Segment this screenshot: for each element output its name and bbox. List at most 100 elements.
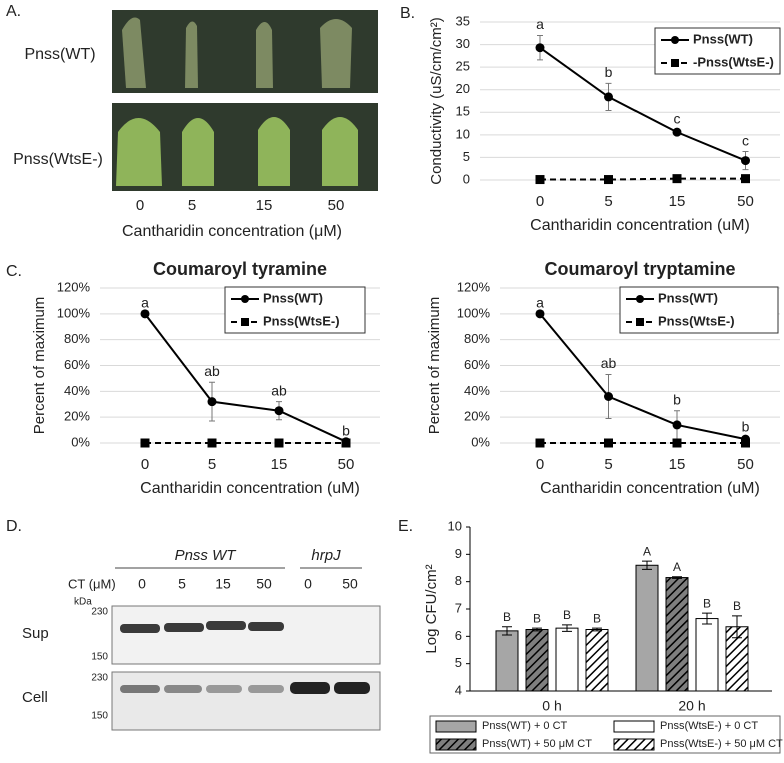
x-tick-label: 5 — [208, 456, 216, 473]
row-label: Pnss(WtsE-) — [13, 151, 103, 168]
legend-marker — [241, 295, 249, 303]
marker — [741, 438, 750, 448]
lane-label: 15 — [215, 576, 231, 592]
x-tick-label: 0 — [536, 456, 544, 473]
x-axis-label: Cantharidin concentration (uM) — [140, 480, 360, 497]
x-tick-label: 0 h — [542, 698, 561, 714]
y-tick-label: 120% — [457, 279, 491, 294]
x-tick-label: 50 — [737, 193, 754, 210]
y-tick-label: 35 — [456, 13, 470, 28]
error-bar — [592, 627, 602, 632]
error-bar — [502, 626, 512, 636]
significance-letter: ab — [271, 382, 287, 398]
bar — [635, 564, 659, 692]
bar — [585, 629, 609, 692]
x-tick-label: 15 — [669, 193, 686, 210]
y-tick-label: 0% — [71, 434, 90, 449]
panel-label: D. — [6, 518, 22, 535]
y-tick-label: 20 — [456, 81, 470, 96]
legend-label: Pnss(WtsE-) + 0 CT — [660, 720, 758, 732]
significance-letter: c — [742, 132, 749, 148]
legend-marker — [636, 318, 644, 326]
marker — [274, 438, 284, 448]
significance-letter: B — [563, 608, 571, 622]
marker — [535, 43, 545, 53]
y-tick-label: 120% — [57, 279, 91, 294]
y-tick-label: 8 — [455, 573, 462, 588]
x-tick-label: 20 h — [678, 698, 705, 714]
panel-label: B. — [400, 5, 415, 22]
marker — [672, 420, 682, 430]
y-tick-label: 7 — [455, 600, 462, 615]
error-bar — [672, 576, 682, 579]
significance-letter: B — [703, 596, 711, 610]
error-bar — [702, 612, 712, 625]
concentration: 15 — [256, 197, 273, 214]
marker — [535, 438, 545, 448]
x-tick-label: 50 — [737, 456, 754, 473]
marker — [604, 392, 613, 401]
chart-title: Coumaroyl tyramine — [153, 259, 327, 279]
significance-letter: b — [342, 422, 350, 438]
series-line — [539, 46, 746, 162]
marker — [535, 309, 545, 319]
significance-letter: c — [674, 111, 681, 127]
y-axis-label: Percent of maximum — [426, 297, 443, 435]
y-tick-label: 40% — [464, 383, 490, 398]
error-bar — [732, 615, 742, 639]
panel-d: Pnss WT hrpJ CT (μM) 0 5 15 50 0 50 kDa … — [22, 547, 381, 731]
legend-label: Pnss(WT) + 50 μM CT — [482, 738, 592, 750]
y-tick-label: 0 — [463, 171, 470, 186]
marker — [341, 438, 351, 448]
marker-label: 230 — [91, 673, 108, 684]
significance-letter: ab — [204, 363, 220, 379]
y-tick-label: 4 — [455, 682, 462, 697]
legend-label: Pnss(WT) — [693, 31, 753, 46]
y-tick-label: 10 — [448, 518, 462, 533]
bar — [525, 629, 549, 692]
series-line — [144, 313, 347, 443]
marker-label: 230 — [91, 607, 108, 618]
concentration: 50 — [328, 197, 345, 214]
x-tick-label: 5 — [604, 456, 612, 473]
legend-swatch — [435, 720, 477, 733]
marker — [274, 406, 284, 416]
green-leaves — [116, 117, 358, 186]
marker — [140, 438, 150, 448]
significance-letter: a — [536, 16, 544, 32]
x-tick-label: 15 — [271, 456, 288, 473]
panel-label: E. — [398, 518, 413, 535]
legend-swatch — [435, 738, 477, 751]
legend-marker — [671, 59, 679, 67]
marker — [535, 175, 545, 185]
significance-letter: B — [593, 611, 601, 625]
y-tick-label: 100% — [57, 305, 91, 320]
row-label: Sup — [22, 625, 49, 642]
error-bar — [642, 560, 652, 570]
significance-letter: a — [536, 295, 544, 311]
y-tick-label: 80% — [64, 331, 90, 346]
y-tick-label: 60% — [64, 357, 90, 372]
y-tick-label: 60% — [464, 357, 490, 372]
significance-letter: B — [533, 611, 541, 625]
significance-letter: b — [605, 64, 613, 80]
lane-label: 5 — [178, 576, 186, 592]
y-tick-label: 20% — [464, 409, 490, 424]
legend-label: -Pnss(WtsE-) — [693, 54, 774, 69]
lane-label: 0 — [304, 576, 312, 592]
row-label: Pnss(WT) — [24, 46, 95, 63]
significance-letter: A — [643, 544, 651, 558]
y-tick-label: 6 — [455, 628, 462, 643]
marker — [741, 156, 750, 166]
legend-label: Pnss(WT) — [658, 290, 718, 305]
x-tick-label: 15 — [669, 456, 686, 473]
marker — [604, 92, 613, 102]
ct-label: CT (μM) — [68, 576, 116, 591]
bar — [555, 627, 579, 692]
concentration: 5 — [188, 197, 196, 214]
bar — [495, 630, 519, 692]
legend-box — [619, 286, 779, 334]
marker-label: 150 — [91, 652, 108, 663]
bar — [695, 618, 719, 692]
significance-letter: a — [141, 295, 149, 311]
